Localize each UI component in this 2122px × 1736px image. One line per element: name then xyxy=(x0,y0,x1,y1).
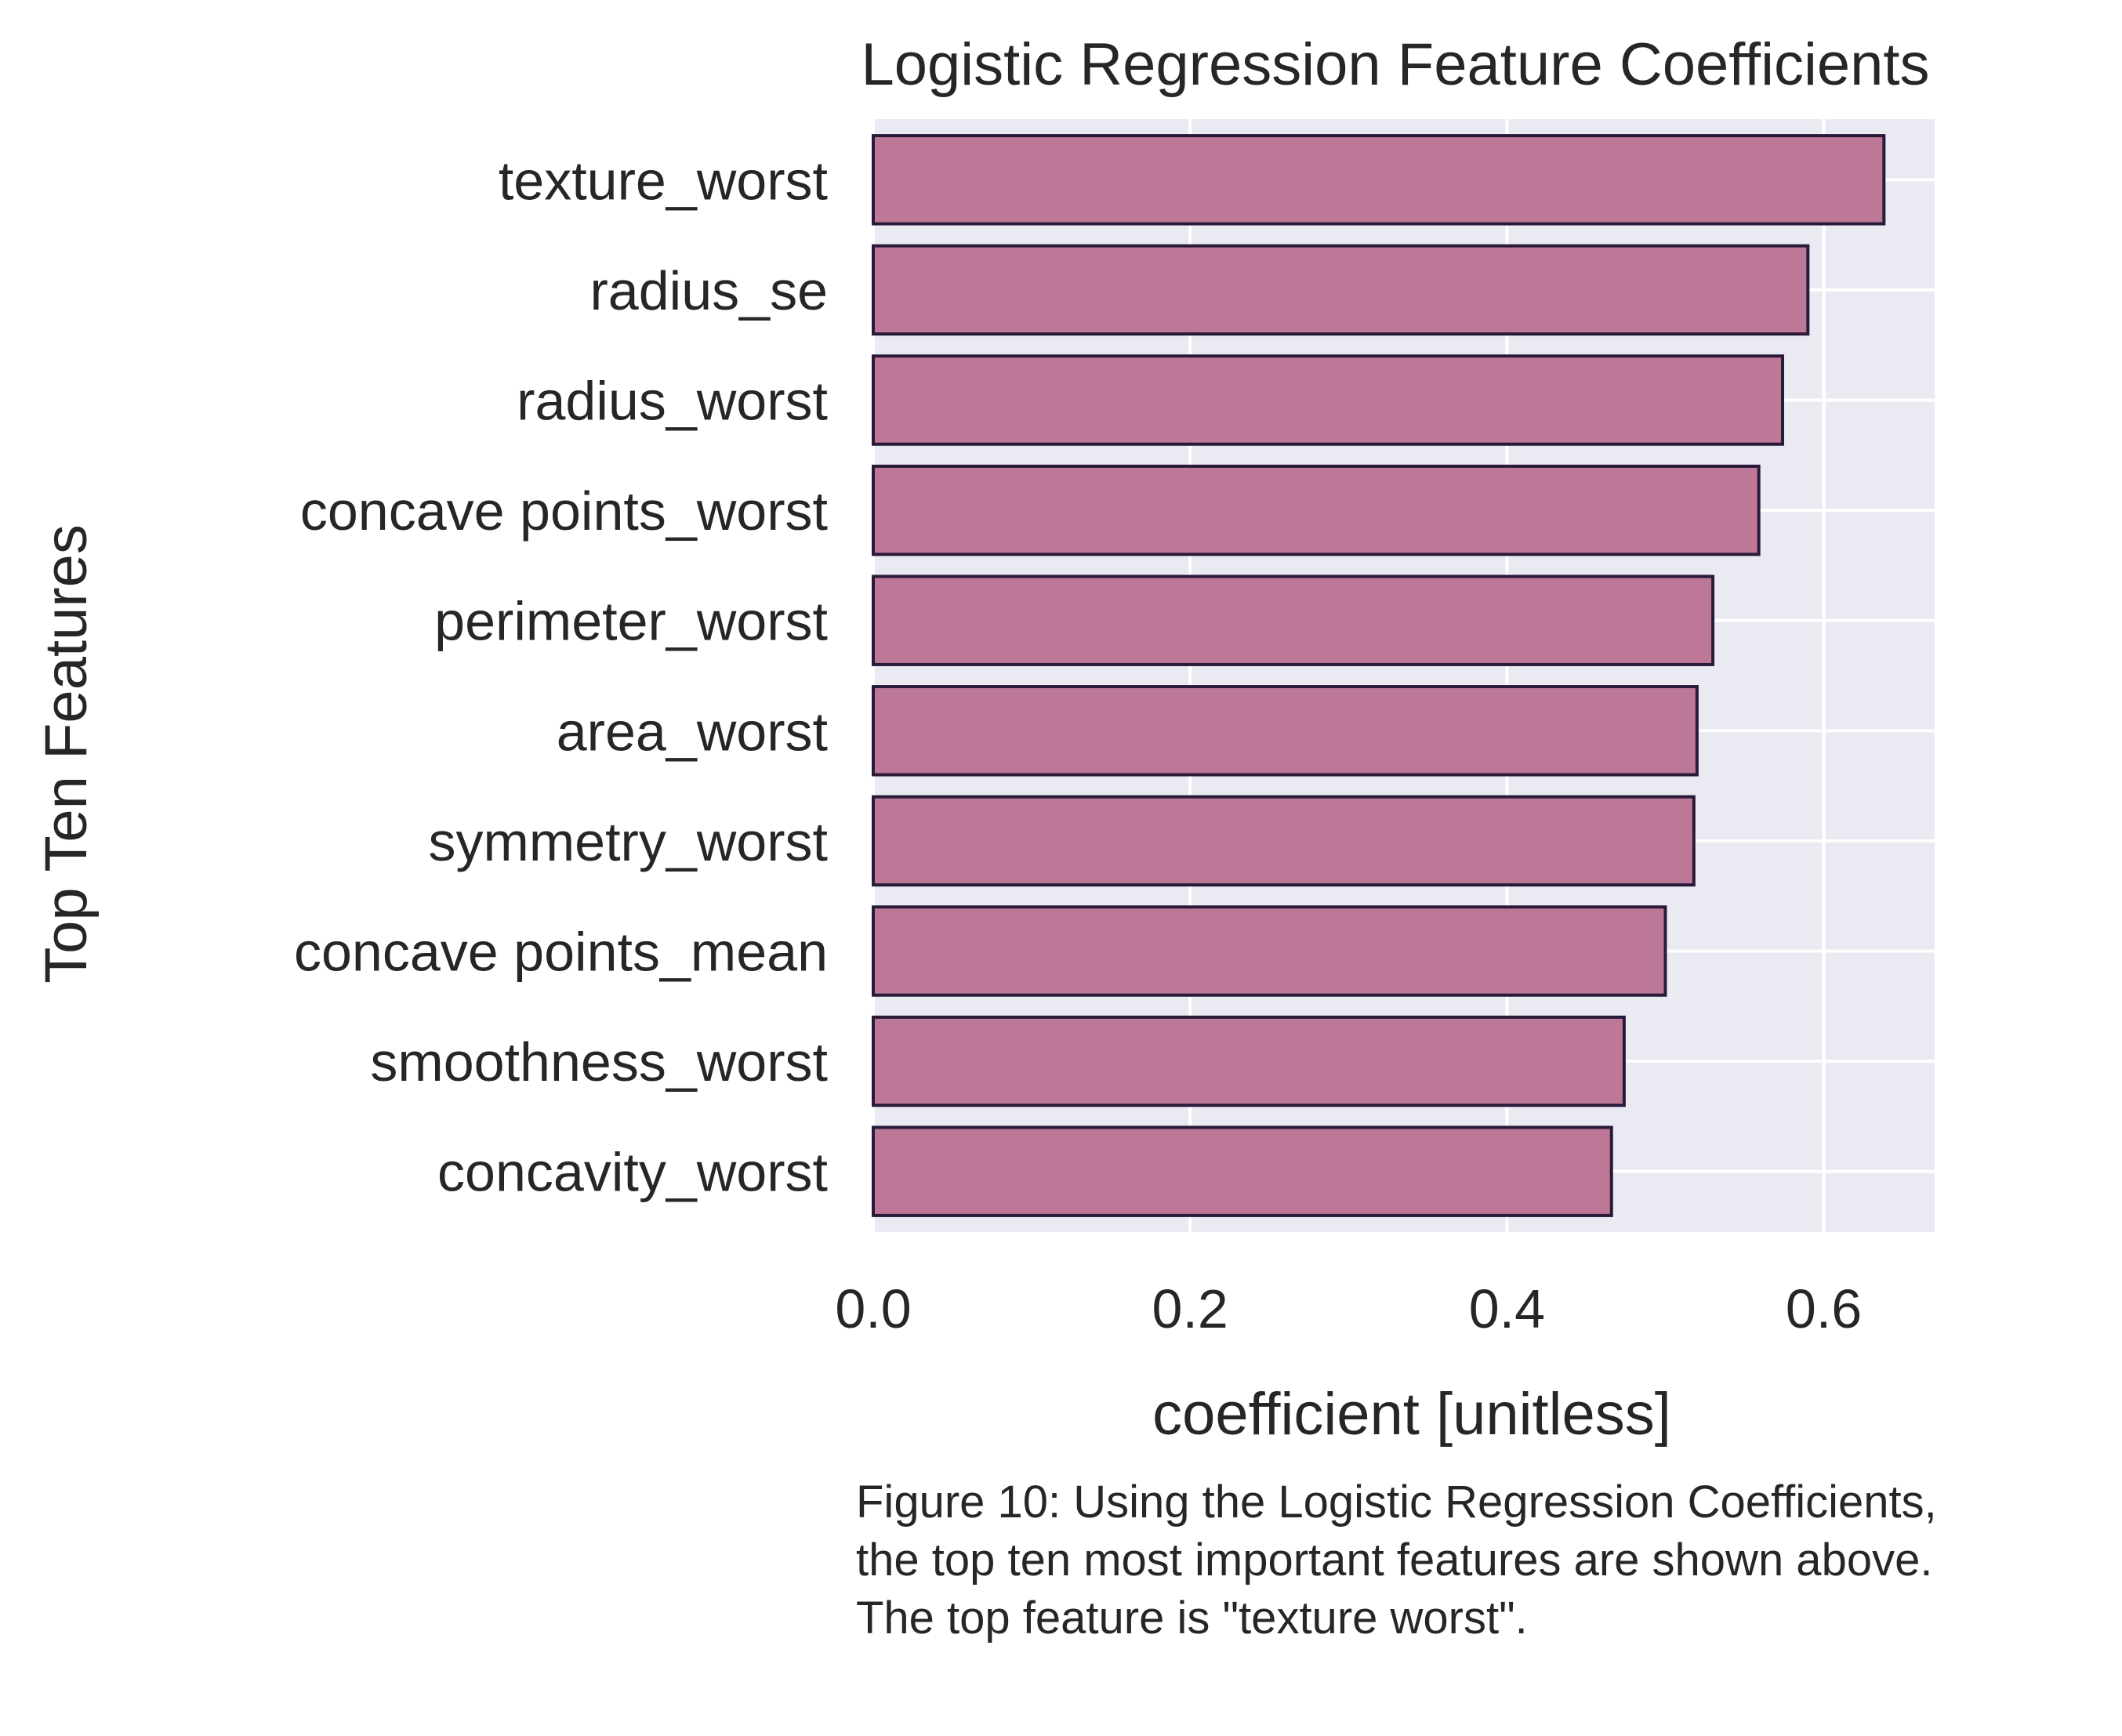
y-tick-label-5: area_worst xyxy=(557,701,828,762)
bar-texture-worst xyxy=(872,134,1886,226)
y-axis-label: Top Ten Features xyxy=(33,524,100,984)
x-tick-label-3: 0.6 xyxy=(1786,1278,1862,1339)
bar-concavity-worst xyxy=(872,1125,1613,1217)
x-tick-label-1: 0.2 xyxy=(1152,1278,1228,1339)
bar-area-worst xyxy=(872,685,1699,777)
bars xyxy=(872,134,1886,1217)
y-tick-label-1: radius_se xyxy=(589,260,828,321)
bar-concave-points-worst xyxy=(872,464,1761,556)
bar-radius-se xyxy=(872,244,1810,336)
chart-title: Logistic Regression Feature Coefficients xyxy=(861,31,1929,98)
x-tick-label-2: 0.4 xyxy=(1469,1278,1545,1339)
y-tick-label-0: texture_worst xyxy=(499,150,828,211)
y-tick-label-8: smoothness_worst xyxy=(370,1031,828,1093)
y-tick-label-6: symmetry_worst xyxy=(429,811,828,872)
x-tick-label-0: 0.0 xyxy=(835,1278,911,1339)
y-tick-label-9: concavity_worst xyxy=(437,1142,828,1203)
y-tick-label-7: concave points_mean xyxy=(294,921,828,982)
bar-concave-points-mean xyxy=(872,905,1667,997)
x-tick-labels: 0.0 0.2 0.4 0.6 xyxy=(835,1278,1862,1339)
bar-symmetry-worst xyxy=(872,795,1696,887)
figure-caption: Figure 10: Using the Logistic Regression… xyxy=(856,1477,1937,1644)
y-tick-labels: texture_worst radius_se radius_worstconcav… xyxy=(294,150,828,1202)
bar-radius-worst xyxy=(872,354,1784,446)
y-tick-label-4: perimeter_worst xyxy=(434,591,828,652)
bar-smoothness-worst xyxy=(872,1015,1626,1107)
y-tick-label-2: radius_worst xyxy=(517,371,828,432)
y-tick-label-3: concave points_worst xyxy=(300,480,828,542)
x-axis-label: coefficient [unitless] xyxy=(1152,1381,1671,1448)
bar-perimeter-worst xyxy=(872,574,1715,666)
